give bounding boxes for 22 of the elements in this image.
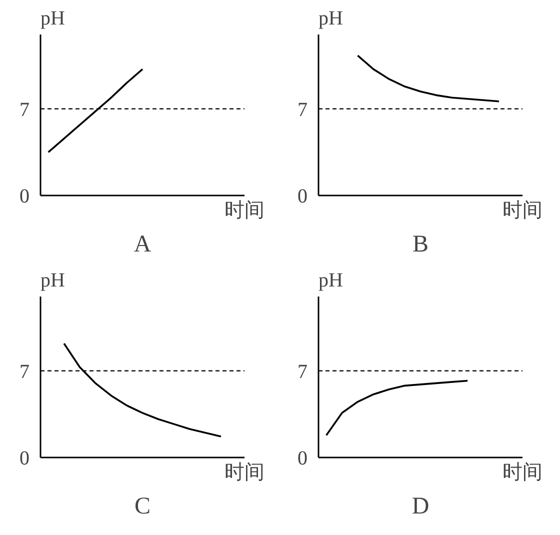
y-axis-title: pH [318, 270, 343, 292]
y-tick-label: 7 [20, 360, 30, 383]
y-axis-title: pH [40, 270, 65, 292]
y-tick-label: 0 [298, 448, 308, 470]
text: D [412, 494, 430, 520]
y-tick-label: 0 [298, 186, 308, 208]
x-axis-title: 时间 [224, 198, 264, 222]
line-series [356, 54, 500, 102]
text: A [134, 232, 152, 258]
y-tick-label: 7 [20, 98, 30, 121]
text: C [134, 494, 151, 520]
line-series [325, 380, 468, 436]
x-axis-title: 时间 [502, 460, 542, 484]
y-axis-title: pH [318, 8, 343, 30]
x-axis-title: 时间 [502, 198, 542, 222]
y-axis-title: pH [40, 8, 65, 30]
text: B [412, 232, 429, 258]
x-axis-title: 时间 [224, 460, 264, 484]
y-tick-label: 7 [298, 360, 308, 383]
y-tick-label: 0 [20, 186, 30, 208]
y-tick-label: 7 [298, 98, 308, 121]
y-tick-label: 0 [20, 448, 30, 470]
